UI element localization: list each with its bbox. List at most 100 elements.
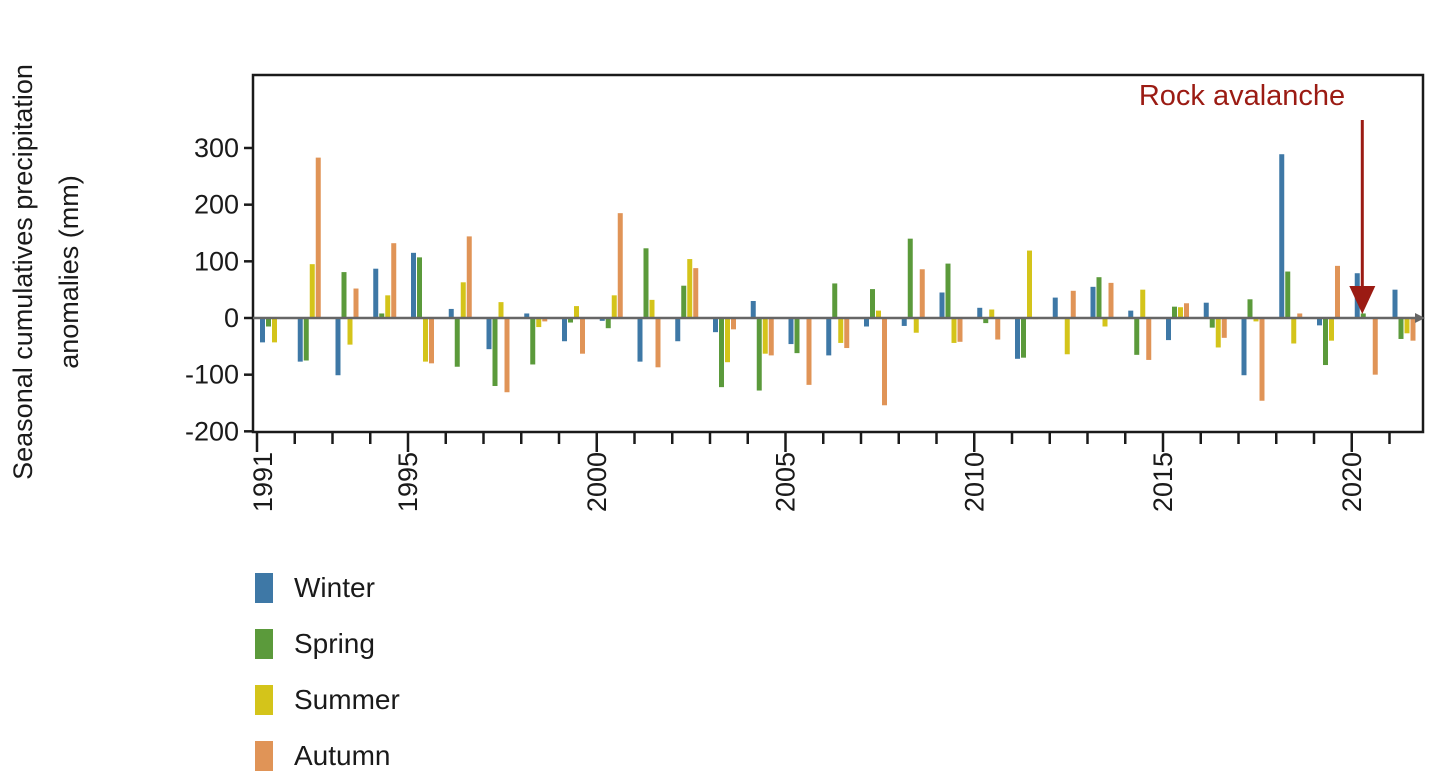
bar-autumn-2017 — [1259, 318, 1265, 401]
bar-spring-2020 — [1360, 313, 1366, 318]
bar-winter-2002 — [675, 318, 681, 342]
bar-summer-2001 — [649, 299, 655, 318]
bar-summer-2002 — [687, 259, 693, 318]
annotation-rock-avalanche-label: Rock avalanche — [1139, 80, 1345, 112]
bar-summer-2017 — [1253, 318, 1259, 322]
bar-autumn-1996 — [466, 236, 472, 318]
bar-winter-2006 — [826, 318, 832, 356]
legend-label-autumn: Autumn — [294, 740, 391, 771]
bar-autumn-2003 — [731, 318, 736, 330]
bar-autumn-2009 — [957, 318, 963, 342]
bar-winter-2008 — [901, 318, 907, 326]
x-tick-label-1995: 1995 — [393, 452, 423, 512]
bar-spring-1999 — [568, 318, 573, 323]
x-tick-label-2020: 2020 — [1337, 452, 1367, 512]
bar-summer-1995 — [423, 318, 428, 362]
y-tick-label-100: 100 — [194, 246, 239, 276]
y-tick-label--100: -100 — [185, 360, 239, 390]
x-tick-label-2010: 2010 — [959, 452, 989, 512]
bar-winter-2012 — [1052, 297, 1058, 318]
bar-winter-1994 — [373, 268, 379, 318]
bar-spring-2005 — [794, 318, 800, 354]
bar-winter-1998 — [524, 313, 530, 318]
bar-autumn-2016 — [1221, 318, 1227, 338]
bar-summer-2012 — [1064, 318, 1070, 355]
bar-winter-2010 — [977, 307, 983, 318]
bar-spring-2000 — [605, 318, 611, 329]
bar-winter-2003 — [713, 318, 718, 333]
bar-autumn-2005 — [806, 318, 812, 385]
bar-winter-1991 — [260, 318, 265, 343]
bar-summer-2014 — [1140, 289, 1146, 318]
legend-label-summer: Summer — [294, 684, 400, 715]
bar-spring-1994 — [379, 313, 385, 318]
bar-winter-2016 — [1203, 302, 1209, 318]
bar-summer-2016 — [1215, 318, 1221, 348]
bar-winter-2015 — [1166, 318, 1171, 341]
bar-summer-2013 — [1102, 318, 1108, 327]
bar-spring-2011 — [1021, 318, 1026, 358]
bar-spring-1993 — [341, 272, 347, 318]
bar-spring-2009 — [945, 263, 951, 318]
bar-autumn-2008 — [919, 269, 925, 318]
annotation-arrow-head — [1349, 286, 1376, 314]
bar-winter-1996 — [448, 308, 454, 318]
plot-area: 300 200 100 0 -100 -200 1991 1995 2000 2005 2010 20… — [185, 73, 1425, 512]
bar-winter-2007 — [864, 318, 869, 327]
bar-spring-2004 — [756, 318, 762, 391]
bar-summer-2004 — [762, 318, 768, 354]
bar-spring-1998 — [530, 318, 536, 365]
bar-spring-2001 — [643, 248, 649, 318]
bar-spring-2008 — [907, 238, 913, 318]
bar-summer-2011 — [1027, 250, 1032, 318]
bar-summer-1996 — [460, 282, 466, 318]
bar-autumn-2002 — [693, 268, 699, 318]
legend-item-autumn: Autumn — [255, 728, 400, 784]
bar-autumn-1995 — [429, 318, 434, 364]
bar-winter-2019 — [1317, 318, 1322, 326]
bar-autumn-2010 — [995, 318, 1001, 340]
bar-summer-1997 — [498, 302, 504, 318]
bar-spring-2015 — [1172, 306, 1177, 318]
bar-winter-1992 — [297, 318, 303, 362]
bar-winter-1995 — [411, 252, 416, 318]
y-axis-label-line-2: anomalies (mm) — [54, 175, 84, 369]
bar-spring-2007 — [870, 289, 875, 318]
bar-summer-1998 — [536, 318, 542, 328]
bar-spring-2013 — [1096, 277, 1102, 318]
bar-autumn-1998 — [542, 318, 548, 322]
y-axis-label: Seasonal cumulatives precipitation anoma… — [8, 64, 84, 480]
bar-autumn-1997 — [504, 318, 510, 393]
bar-summer-1991 — [272, 318, 277, 343]
bar-winter-1999 — [562, 318, 567, 342]
bar-summer-2000 — [611, 295, 617, 318]
bar-spring-1995 — [417, 257, 422, 318]
bar-spring-2017 — [1247, 299, 1253, 318]
bar-spring-2016 — [1209, 318, 1215, 328]
bar-autumn-2021 — [1410, 318, 1416, 341]
legend-label-winter: Winter — [294, 572, 375, 603]
legend-item-summer: Summer — [255, 672, 400, 728]
bar-winter-2018 — [1279, 154, 1285, 318]
bar-spring-1996 — [454, 318, 460, 367]
x-tick-label-2005: 2005 — [771, 452, 801, 512]
bar-winter-2001 — [637, 318, 643, 362]
bar-summer-2021 — [1404, 318, 1410, 334]
y-tick-label--200: -200 — [185, 416, 239, 446]
y-tick-label-300: 300 — [194, 133, 239, 163]
bar-winter-2011 — [1015, 318, 1020, 359]
legend-item-spring: Spring — [255, 616, 400, 672]
bar-winter-2005 — [788, 318, 794, 345]
x-tick-label-2015: 2015 — [1148, 452, 1178, 512]
bar-autumn-2004 — [768, 318, 774, 356]
bar-summer-1999 — [574, 306, 579, 318]
bar-spring-2021 — [1398, 318, 1404, 339]
legend-swatch-spring — [255, 629, 273, 659]
bar-winter-2017 — [1241, 318, 1247, 376]
bar-summer-1994 — [385, 295, 391, 318]
bar-winter-2021 — [1392, 289, 1398, 318]
bar-summer-2007 — [876, 310, 881, 318]
y-tick-label-0: 0 — [224, 303, 239, 333]
bar-autumn-1992 — [315, 157, 321, 318]
